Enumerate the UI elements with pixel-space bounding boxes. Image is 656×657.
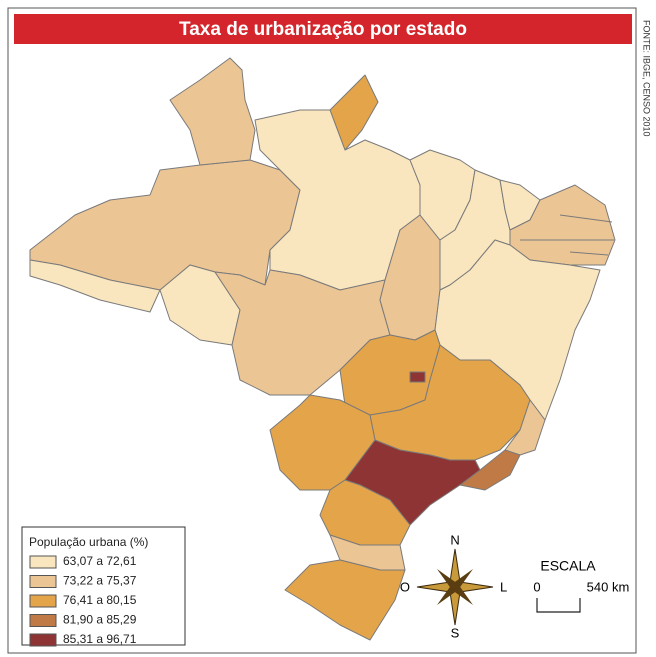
scale: ESCALA 0 540 km <box>533 558 630 613</box>
legend-label: 85,31 a 96,71 <box>63 632 137 646</box>
compass: N S L O <box>400 532 507 640</box>
compass-s: S <box>451 625 460 640</box>
source: FONTE: IBGE, CENSO 2010 <box>642 20 652 137</box>
compass-n: N <box>450 532 459 547</box>
state <box>29 249 161 313</box>
legend-swatch <box>29 633 57 647</box>
legend-label: 73,22 a 75,37 <box>63 574 137 588</box>
state-border <box>569 251 609 256</box>
compass-l: L <box>500 579 507 594</box>
legend-swatch <box>29 575 57 588</box>
states <box>29 57 616 641</box>
state <box>169 57 256 166</box>
legend-label: 63,07 a 72,61 <box>63 554 137 568</box>
title: Taxa de urbanização por estado <box>179 19 467 40</box>
compass-o: O <box>400 579 410 594</box>
scale-start: 0 <box>533 579 540 594</box>
scale-end: 540 km <box>587 579 630 594</box>
state <box>284 559 406 641</box>
state-border <box>559 214 613 223</box>
scale-title: ESCALA <box>540 558 596 574</box>
title-bar <box>14 14 632 44</box>
compass-rose <box>437 569 473 605</box>
legend-swatch <box>29 594 57 608</box>
scale-bar <box>536 598 581 613</box>
legend-label: 81,90 a 85,29 <box>63 613 137 627</box>
state <box>319 479 411 546</box>
legend-title: População urbana (%) <box>29 535 148 549</box>
legend-swatch <box>29 614 57 627</box>
legend-items: 63,07 a 72,61 73,22 a 75,37 76,41 a 80,15 8… <box>29 554 137 647</box>
legend-swatch <box>29 555 57 569</box>
legend-label: 76,41 a 80,15 <box>63 593 137 607</box>
state <box>409 371 426 383</box>
legend: População urbana (%) 63,07 a 72,61 73,22 … <box>21 526 186 647</box>
